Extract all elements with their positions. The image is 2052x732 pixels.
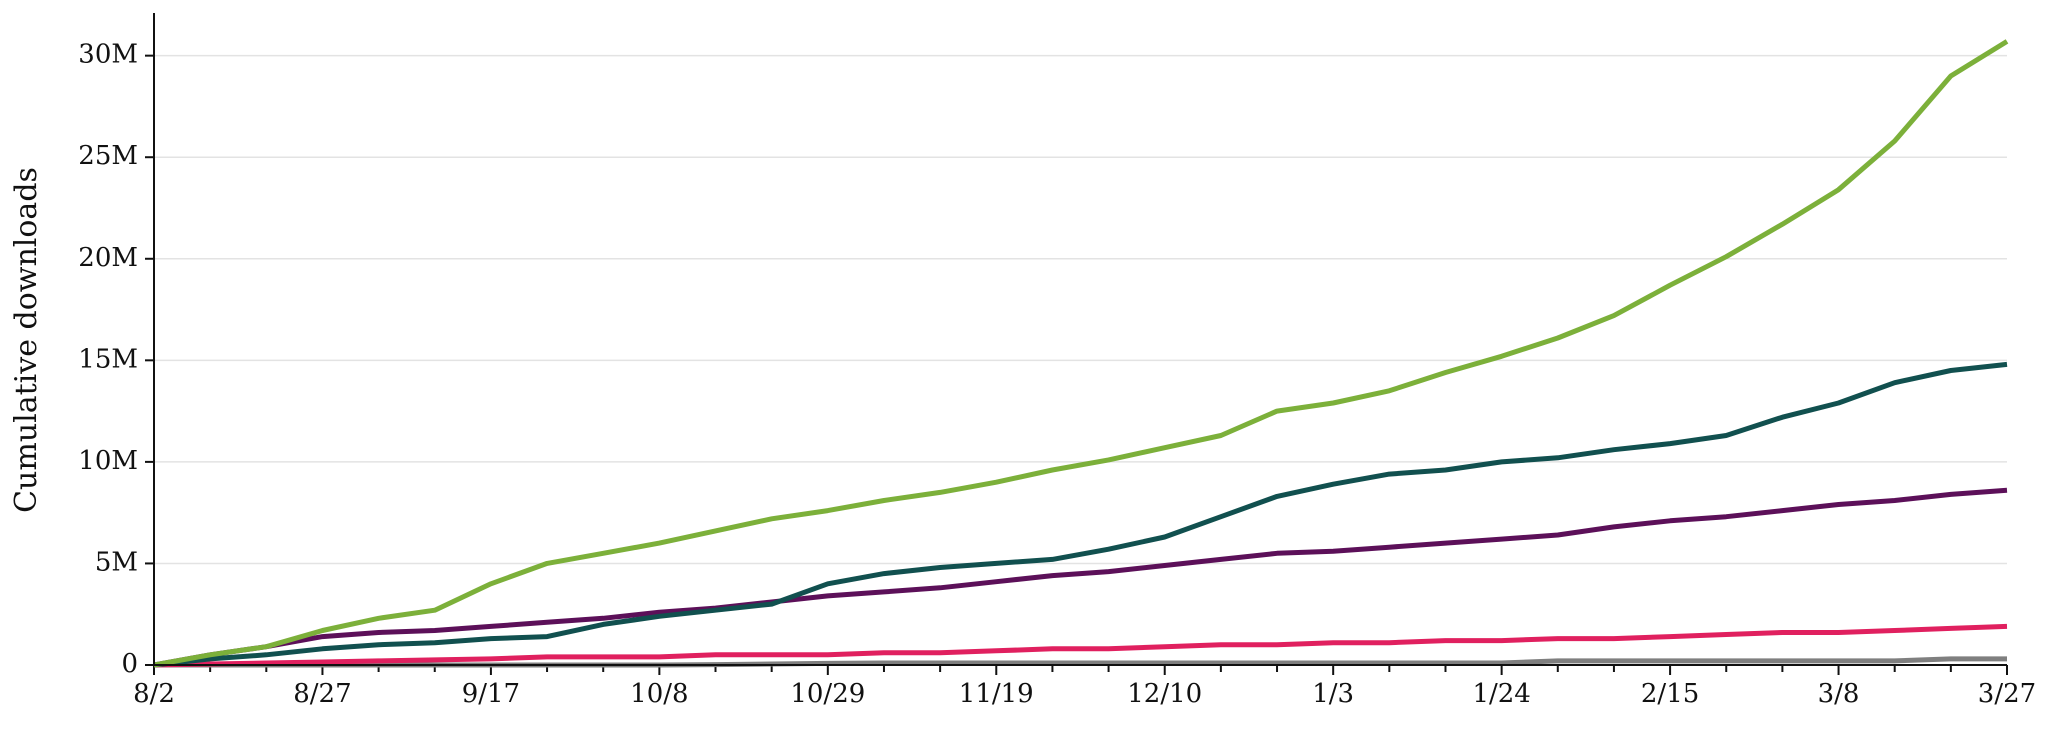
y-tick-label: 10M (78, 446, 138, 476)
x-tick-label: 1/3 (1312, 679, 1354, 709)
y-tick-label: 0 (121, 649, 138, 679)
x-tick-label: 2/15 (1641, 679, 1699, 709)
y-axis-label: Cumulative downloads (9, 167, 44, 513)
x-tick-label: 10/8 (630, 679, 688, 709)
y-tick-label: 30M (78, 40, 138, 70)
x-tick-label: 9/17 (462, 679, 520, 709)
x-tick-label: 11/19 (959, 679, 1034, 709)
series-line (153, 623, 2008, 668)
y-tick-label: 25M (78, 141, 138, 171)
x-tick-label: 10/29 (790, 679, 865, 709)
series-line (153, 361, 2008, 668)
y-tick-label: 5M (95, 547, 138, 577)
x-tick-label: 12/10 (1127, 679, 1202, 709)
y-tick-label: 15M (78, 344, 138, 374)
x-tick-label: 3/8 (1818, 679, 1860, 709)
x-tick-label: 8/27 (293, 679, 351, 709)
x-tick-label: 3/27 (1978, 679, 2036, 709)
x-tick-label: 8/2 (133, 679, 175, 709)
x-tick-label: 1/24 (1472, 679, 1530, 709)
y-tick-label: 20M (78, 243, 138, 273)
series-line (153, 487, 2008, 668)
series-line (153, 39, 2009, 668)
